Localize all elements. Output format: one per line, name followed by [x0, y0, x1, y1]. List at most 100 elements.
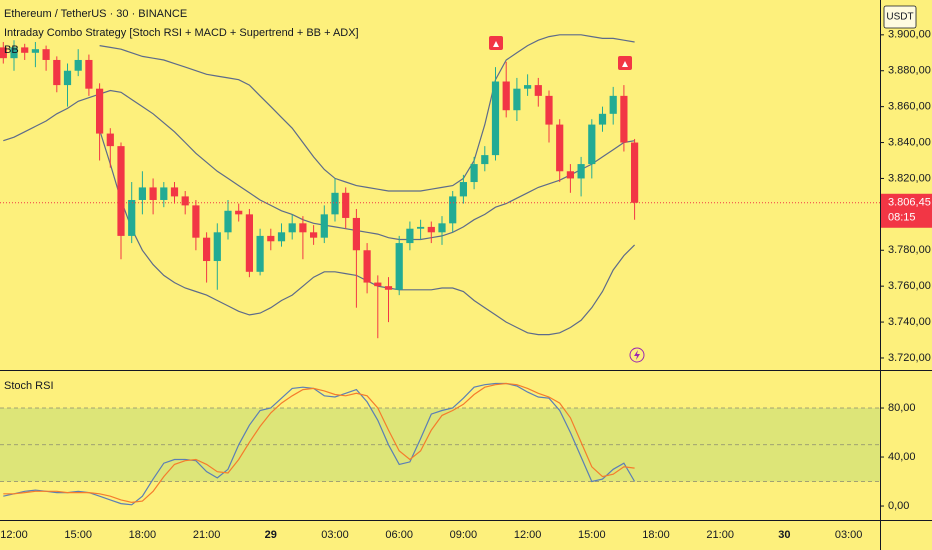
x-tick-label: 29: [265, 529, 277, 541]
candle-body: [331, 192, 339, 215]
candle-body: [481, 155, 489, 165]
candle-body: [106, 133, 114, 147]
currency-button[interactable]: [883, 5, 917, 29]
y-tick-label: 80,00: [888, 402, 916, 414]
candle-body: [406, 228, 414, 244]
candle-body: [566, 171, 574, 179]
x-tick-label: 30: [778, 529, 790, 541]
candle-body: [363, 250, 371, 283]
strategy-label: Intraday Combo Strategy [Stoch RSI + MAC…: [4, 27, 359, 39]
stoch-line: [3, 382, 635, 504]
candle-body: [342, 192, 350, 218]
candle-body: [427, 226, 435, 233]
countdown-label: 08:15: [888, 212, 916, 224]
candle-body: [63, 70, 72, 86]
y-tick-label: 0,00: [888, 500, 909, 512]
candle-body: [170, 187, 179, 197]
candle-body: [352, 217, 360, 251]
bb-upper: [99, 34, 635, 192]
candle-body: [224, 210, 232, 233]
indicator-label: BB: [4, 44, 19, 56]
y-tick-label: 3.820,00: [888, 172, 931, 184]
candle-body: [513, 88, 521, 111]
x-tick-label: 18:00: [642, 529, 670, 541]
last-price-label: 3.806,45: [888, 197, 931, 209]
candle-body: [609, 95, 617, 114]
candle-body: [96, 88, 104, 134]
candle-body: [256, 235, 264, 272]
candle-body: [21, 47, 29, 53]
x-tick-label: 21:00: [193, 529, 221, 541]
candle-body: [577, 164, 585, 179]
x-tick-label: 18:00: [129, 529, 157, 541]
x-tick-label: 15:00: [64, 529, 92, 541]
candle-body: [181, 196, 189, 206]
candle-body: [117, 146, 125, 236]
candle-body: [128, 199, 136, 236]
candle-body: [235, 210, 243, 215]
stoch-title: Stoch RSI: [4, 380, 54, 392]
candle-body: [502, 81, 510, 111]
candle-body: [267, 235, 275, 242]
bb-basis: [3, 89, 635, 241]
x-tick-label: 03:00: [321, 529, 349, 541]
candle-body: [53, 59, 61, 86]
candle-body: [524, 85, 532, 89]
candle-body: [138, 187, 146, 200]
candle-body: [459, 182, 467, 197]
candle-body: [310, 232, 318, 238]
signal-flag: [489, 36, 503, 50]
x-tick-label: 12:00: [514, 529, 542, 541]
candle-body: [598, 113, 607, 125]
currency-label: USDT: [886, 12, 913, 23]
candle-body: [631, 142, 639, 203]
candle-body: [31, 49, 39, 53]
candle-body: [545, 95, 553, 125]
candle-body: [42, 49, 50, 60]
y-tick-label: 3.720,00: [888, 352, 931, 364]
candle-body: [320, 214, 328, 238]
candle-body: [277, 232, 286, 242]
x-tick-label: 21:00: [706, 529, 734, 541]
x-tick-label: 03:00: [835, 529, 863, 541]
x-tick-label: 12:00: [0, 529, 28, 541]
candle-body: [556, 124, 564, 172]
chart-title: Ethereum / TetherUS · 30 · BINANCE: [4, 8, 187, 20]
plot-area: [0, 34, 880, 506]
stoch-line: [3, 382, 636, 506]
candle-body: [491, 81, 500, 156]
candle-body: [245, 214, 253, 272]
candle-body: [149, 187, 157, 200]
candle-body: [10, 47, 18, 59]
candle-body: [299, 223, 307, 233]
candle-body: [160, 187, 168, 200]
y-tick-label: 3.760,00: [888, 280, 931, 292]
candle-body: [203, 237, 211, 262]
x-tick-label: 06:00: [385, 529, 413, 541]
candle-body: [620, 95, 628, 143]
candle-body: [288, 223, 296, 233]
y-tick-label: 3.880,00: [888, 65, 931, 77]
candle-body: [438, 223, 446, 233]
candle-body: [534, 85, 542, 96]
candle-body: [588, 124, 596, 165]
y-tick-label: 40,00: [888, 451, 916, 463]
alert-icon: [629, 347, 645, 363]
candle-body: [417, 226, 425, 229]
y-tick-label: 3.780,00: [888, 244, 931, 256]
stoch-band: [0, 408, 880, 482]
y-tick-label: 3.860,00: [888, 101, 931, 113]
x-tick-label: 09:00: [450, 529, 478, 541]
candle-body: [0, 47, 7, 59]
candle-body: [213, 232, 221, 262]
y-tick-label: 3.840,00: [888, 136, 931, 148]
candle-body: [85, 59, 93, 89]
y-tick-label: 3.900,00: [888, 29, 931, 41]
candle-body: [395, 243, 403, 290]
signal-flag: [618, 56, 632, 70]
candle-body: [374, 282, 382, 287]
candle-body: [449, 196, 457, 224]
candle-body: [384, 286, 393, 290]
